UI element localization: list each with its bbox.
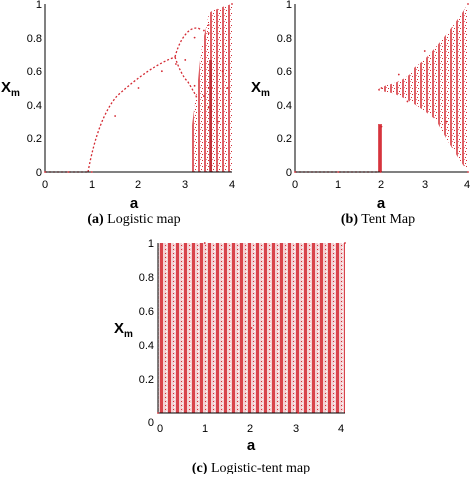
- y-tick-label: 0.6: [277, 66, 292, 78]
- x-tick-label: 4: [338, 423, 344, 435]
- data-point: [467, 3, 469, 5]
- y-tick-label: 0.6: [139, 306, 154, 318]
- caption-tent-map: (b) Tent Map: [341, 212, 415, 227]
- panel-logistic-map: 0 0.2 0.4 0.6 0.8 1 0 1 2 3 4 a Xm (a) L…: [1, 0, 235, 227]
- data-point: [380, 87, 383, 89]
- y-tick-label: 0.2: [139, 374, 154, 386]
- x-tick-label: 0: [292, 179, 298, 191]
- y-tick-label: 0.4: [277, 100, 292, 112]
- x-tick-label: 1: [202, 423, 208, 435]
- data-point: [344, 242, 346, 244]
- y-tick-label: 0.8: [277, 33, 292, 45]
- y-tick-label: 0: [148, 417, 154, 429]
- data-point: [114, 115, 117, 117]
- data-point: [193, 36, 196, 39]
- data-points: [294, 3, 469, 173]
- data-point: [221, 70, 224, 73]
- x-tick-label: 3: [422, 179, 428, 191]
- data-point: [467, 171, 469, 173]
- y-tick-label: 0.4: [27, 100, 42, 112]
- data-point: [184, 59, 187, 61]
- data-point: [67, 171, 70, 173]
- x-tick-label: 4: [229, 179, 235, 191]
- data-point: [445, 120, 448, 123]
- x-tick-label: 2: [247, 423, 253, 435]
- caption-logistic-map: (a) Logistic map: [87, 212, 180, 227]
- data-point: [137, 87, 140, 89]
- y-tick-label: 0.2: [277, 133, 292, 145]
- bifurcation-branches-tent: [295, 125, 381, 173]
- axes-logistic: [44, 4, 232, 173]
- panel-logistic-tent-map: 0 0.2 0.4 0.6 0.8 1 0 1 2 3 4 a Xm (c) L…: [114, 238, 345, 476]
- data-points: [44, 3, 233, 173]
- y-tick-label: 0.8: [27, 33, 42, 45]
- data-point: [294, 171, 296, 173]
- y-tick-label: 1: [148, 238, 154, 250]
- data-points: [157, 242, 346, 414]
- data-point: [207, 86, 210, 89]
- y-tick-label: 0.4: [139, 340, 154, 352]
- data-point: [207, 32, 210, 34]
- x-axis-label: a: [130, 195, 139, 212]
- y-tick-label: 0.8: [139, 272, 154, 284]
- data-point: [217, 120, 219, 123]
- data-point: [297, 412, 300, 414]
- y-tick-label: 0.2: [27, 133, 42, 145]
- data-point: [397, 73, 400, 76]
- y-axis-label: Xm: [114, 320, 133, 340]
- caption-logistic-tent-map: (c) Logistic-tent map: [192, 461, 310, 474]
- bifurcation-branches-logistic: [45, 27, 202, 173]
- y-tick-label: 0: [36, 167, 42, 179]
- data-point: [379, 171, 382, 173]
- x-tick-label: 2: [135, 179, 141, 191]
- data-point: [250, 327, 253, 329]
- data-point: [380, 125, 383, 128]
- y-tick-label: 1: [286, 0, 292, 11]
- y-axis-label: Xm: [251, 79, 270, 99]
- data-point: [203, 29, 205, 32]
- data-point: [193, 84, 196, 87]
- data-point: [157, 412, 159, 414]
- x-tick-label: 0: [42, 179, 48, 191]
- data-point: [207, 24, 210, 26]
- data-point: [203, 95, 205, 97]
- data-point: [210, 87, 213, 89]
- y-tick-label: 0.6: [27, 66, 42, 78]
- x-tick-label: 3: [293, 423, 299, 435]
- y-tick-label: 1: [36, 0, 42, 11]
- data-point: [406, 100, 409, 103]
- x-tick-label: 3: [182, 179, 188, 191]
- data-point: [203, 242, 206, 244]
- x-tick-label: 4: [464, 179, 470, 191]
- x-axis-label: a: [377, 195, 386, 212]
- axes-logistic-tent: [157, 243, 345, 414]
- data-point: [160, 70, 163, 73]
- x-tick-label: 1: [89, 179, 95, 191]
- data-point: [207, 106, 210, 109]
- data-point: [423, 50, 426, 52]
- data-point: [90, 171, 93, 173]
- data-point: [175, 63, 177, 65]
- x-tick-label: 1: [335, 179, 341, 191]
- data-point: [226, 87, 229, 89]
- data-point: [231, 3, 233, 5]
- x-axis-label: a: [247, 437, 256, 454]
- y-tick-label: 0: [286, 167, 292, 179]
- x-tick-label: 0: [157, 423, 163, 435]
- y-axis-label: Xm: [1, 79, 20, 99]
- data-point: [44, 171, 46, 173]
- x-tick-label: 2: [378, 179, 384, 191]
- data-point: [337, 171, 340, 173]
- chaos-region-tent: [376, 4, 468, 172]
- panel-tent-map: 0 0.2 0.4 0.6 0.8 1 0 1 2 3 4 a Xm (b) T…: [251, 0, 470, 227]
